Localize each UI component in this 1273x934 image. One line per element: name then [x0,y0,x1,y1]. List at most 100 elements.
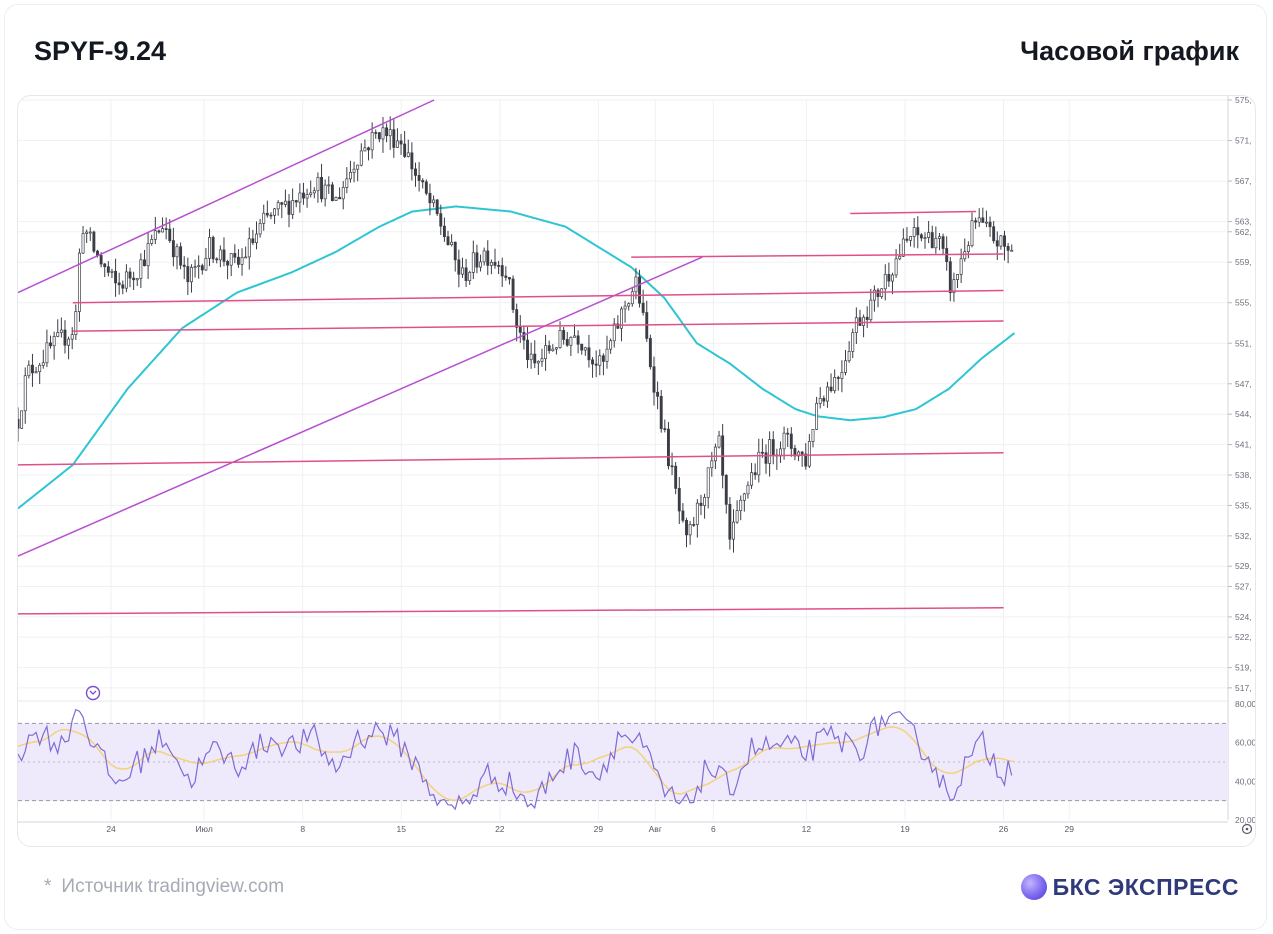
level-line [18,607,1004,615]
candle-body [750,472,754,486]
settings-icon[interactable] [1241,823,1253,835]
candle-body [103,263,107,268]
candle-body [887,274,891,282]
candle-body [59,329,63,333]
candle-body [471,252,475,273]
candle-body [421,180,425,183]
candle-body [218,249,222,261]
candle-body [713,446,717,462]
candle-body [356,164,360,170]
candle-body [894,258,898,276]
y-tick-label: 551, [1235,338,1252,348]
x-tick-label: 29 [594,824,604,834]
candle-body [634,276,638,293]
candle-body [757,451,761,476]
candle-body [677,488,681,512]
candle-body [829,386,833,392]
candle-body [1010,249,1014,252]
candle-body [482,250,486,263]
settings-icon-center[interactable] [1245,827,1249,831]
candle-body [768,439,772,464]
candle-body [562,330,566,340]
candle-body [836,377,840,379]
candle-body [504,275,508,278]
candle-body [139,259,143,279]
candle-body [305,194,309,199]
candle-body [399,140,403,145]
candle-body [226,261,230,266]
candle-body [692,524,696,526]
level-line [850,210,977,215]
x-tick-label: 29 [1064,824,1074,834]
rsi-tick-label: 80,00 [1235,699,1256,709]
candle-body [789,433,793,449]
candle-body [41,362,45,366]
candle-body [695,502,699,525]
y-tick-label: 547, [1235,379,1252,389]
candle-body [652,366,656,393]
candle-body [905,238,909,241]
candle-body [316,176,320,192]
candle-body [670,465,674,468]
candle-body [627,303,631,307]
candle-body [518,327,522,333]
level-line [18,451,1004,466]
bks-logo: БКС ЭКСПРЕСС [1020,872,1239,902]
candle-body [385,127,389,137]
candle-body [934,238,938,249]
level-line [72,320,1004,332]
candle-body [616,323,620,329]
candle-body [782,432,786,450]
candle-body [865,316,869,321]
candle-body [728,504,732,540]
candle-body [70,334,74,340]
candle-body [858,317,862,326]
candle-body [764,452,768,464]
candle-body [475,252,479,268]
y-tick-label: 519, [1235,663,1252,673]
candle-body [215,258,219,261]
indicator-toggle-icon[interactable] [85,685,101,701]
candle-body [406,152,410,157]
candle-body [56,332,60,337]
candle-body [641,302,645,313]
candle-body [612,323,616,342]
candle-body [489,261,493,266]
candle-body [186,266,190,283]
candle-body [771,439,775,456]
candle-body [486,250,490,266]
candle-body [739,499,743,511]
candle-body [598,355,602,366]
candle-body [424,181,428,194]
candle-body [251,238,255,244]
candle-body [800,451,804,455]
price-chart[interactable]: 575, 571, 567, 563,562, 559, 555, 551, 547, 544,… [18,96,1256,847]
candle-body [432,199,436,204]
candle-body [291,200,295,215]
candle-body [735,510,739,523]
candle-body [753,472,757,476]
chart-subtitle: Часовой график [1020,36,1239,66]
chevron-down-icon[interactable] [89,690,97,695]
candle-body [981,217,985,223]
candle-body [34,371,38,374]
y-tick-label: 522, [1235,632,1252,642]
candle-body [706,467,710,498]
candle-body [67,338,71,346]
candle-body [453,241,457,261]
y-tick-label: 571, [1235,136,1252,146]
candle-body [811,428,815,442]
candle-body [352,168,356,173]
chart-panel[interactable]: 575, 571, 567, 563, 562, 559, 555, 551, 547, 544,… [17,95,1256,847]
footnote-star: * [44,876,52,897]
channel-line [18,256,703,557]
candle-body [515,309,519,328]
candle-body [500,265,504,277]
candle-body [825,386,829,402]
y-tick-label: 538, [1235,470,1252,480]
candle-body [52,336,56,347]
x-tick-label: 19 [900,824,910,834]
rsi-tick-label: 40,00 [1235,776,1256,786]
candle-body [876,289,880,297]
candle-body [807,441,811,467]
